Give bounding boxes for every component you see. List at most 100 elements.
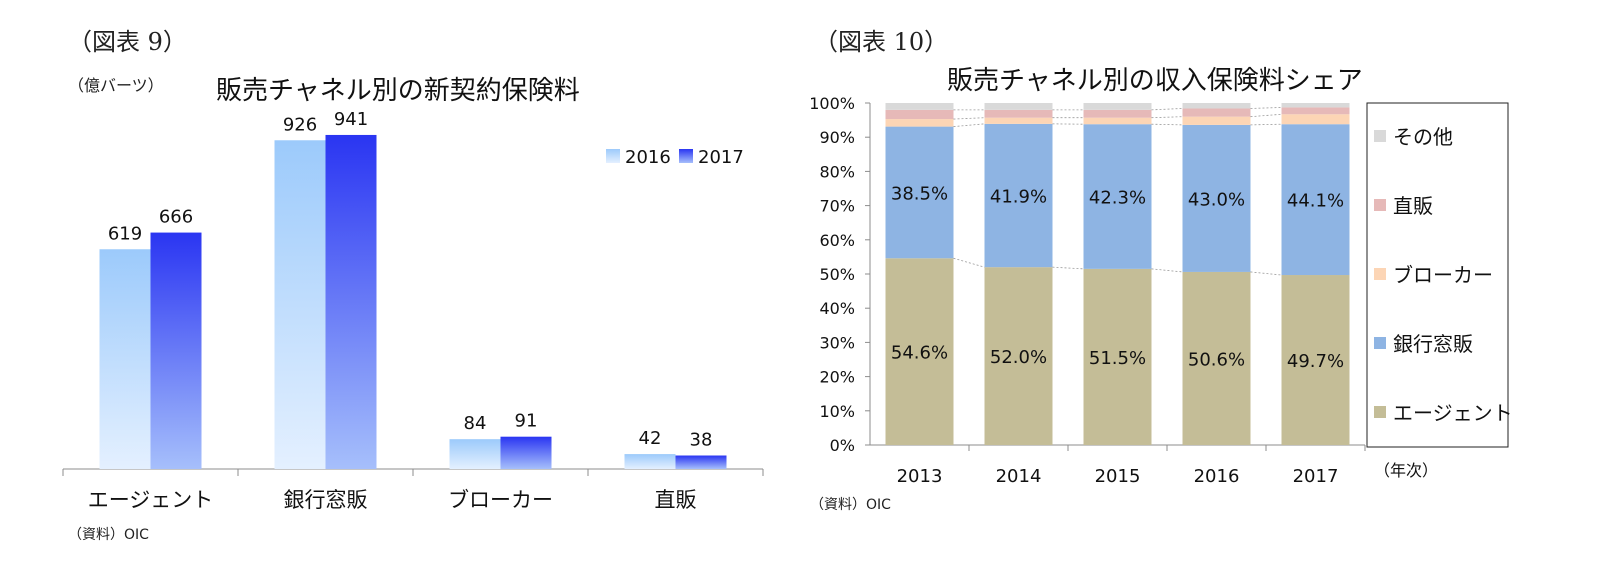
- y-tick-label: 100%: [809, 94, 855, 113]
- bar-2016: [624, 454, 676, 469]
- segment-直販: [984, 109, 1053, 118]
- segment-ブローカー: [1182, 116, 1251, 125]
- data-label: 54.6%: [891, 343, 948, 364]
- series-connector: [1151, 108, 1183, 111]
- new-premium-chart-panel: （図表 9） （億バーツ） 販売チャネル別の新契約保険料 エージェント 619 66…: [0, 0, 800, 585]
- data-label: 926: [283, 114, 317, 135]
- y-unit-label: （億バーツ）: [68, 76, 164, 95]
- data-label: 84: [464, 413, 487, 434]
- legend-label: 銀行窓販: [1393, 332, 1473, 356]
- series-connector: [1250, 123, 1282, 126]
- x-axis-suffix: （年次）: [1374, 461, 1438, 480]
- y-tick-label: 0%: [830, 436, 855, 455]
- legend-label: ブローカー: [1393, 263, 1493, 287]
- category-label: ブローカー: [448, 488, 553, 512]
- data-label: 52.0%: [990, 347, 1047, 368]
- segment-直販: [1182, 108, 1251, 117]
- y-tick-label: 40%: [819, 299, 855, 318]
- bar-2016: [99, 249, 151, 469]
- segment-銀行窓販: [1083, 124, 1152, 269]
- series-connector: [1151, 123, 1183, 126]
- y-tick-label: 90%: [819, 128, 855, 147]
- series-connector: [1250, 107, 1282, 109]
- data-label: 51.5%: [1089, 348, 1146, 369]
- segment-ブローカー: [885, 119, 954, 127]
- data-label: 91: [515, 411, 538, 432]
- figure-label: （図表 10）: [814, 28, 949, 56]
- data-label: 42.3%: [1089, 188, 1146, 209]
- legend-swatch-直販: [1374, 199, 1386, 211]
- series-connector: [1250, 113, 1282, 118]
- segment-エージェント: [885, 258, 954, 445]
- bar-2017: [500, 436, 552, 469]
- legend-swatch-ブローカー: [1374, 268, 1386, 280]
- x-tick-label: 2014: [996, 466, 1042, 487]
- new-premium-bar-chart: エージェント 619 666 銀行窓販 926 941 ブローカー 84 91 直販 42 38 201…: [62, 109, 764, 512]
- chart-title: 販売チャネル別の新契約保険料: [216, 76, 580, 106]
- series-connector: [953, 117, 985, 120]
- source-note: （資料）OIC: [810, 497, 891, 513]
- segment-その他: [1281, 103, 1350, 108]
- segment-ブローカー: [1083, 117, 1152, 125]
- bar-2017: [675, 455, 727, 469]
- data-label: 666: [159, 207, 193, 228]
- legend-swatch-2017: [679, 149, 693, 163]
- bar-2017: [325, 134, 377, 469]
- segment-その他: [1182, 103, 1251, 109]
- data-label: 44.1%: [1287, 191, 1344, 212]
- y-tick-label: 60%: [819, 231, 855, 250]
- legend-label: 直販: [1393, 194, 1433, 218]
- segment-その他: [984, 103, 1053, 110]
- segment-その他: [885, 103, 954, 110]
- series-connector: [953, 123, 985, 127]
- segment-直販: [1083, 109, 1152, 118]
- segment-その他: [1083, 103, 1152, 110]
- segment-銀行窓販: [885, 126, 954, 259]
- data-label: 41.9%: [990, 187, 1047, 208]
- legend-swatch-その他: [1374, 130, 1386, 142]
- segment-エージェント: [984, 267, 1053, 445]
- category-label: 銀行窓販: [284, 488, 368, 512]
- bar-2016: [274, 140, 326, 469]
- y-tick-label: 20%: [819, 368, 855, 387]
- data-label: 38: [690, 430, 713, 451]
- figure-label: （図表 9）: [68, 28, 187, 56]
- segment-ブローカー: [1281, 114, 1350, 125]
- y-tick-label: 70%: [819, 197, 855, 216]
- legend-swatch-2016: [606, 149, 620, 163]
- segment-ブローカー: [984, 117, 1053, 124]
- legend-label: 2016: [625, 147, 671, 168]
- category-label: エージェント: [88, 488, 214, 512]
- x-tick-label: 2017: [1293, 466, 1339, 487]
- legend-box: [1366, 102, 1509, 448]
- segment-エージェント: [1281, 275, 1350, 445]
- bar-2016: [449, 439, 501, 469]
- segment-エージェント: [1182, 271, 1251, 445]
- data-label: 38.5%: [891, 183, 948, 204]
- data-label: 42: [639, 428, 662, 449]
- segment-直販: [1281, 107, 1350, 115]
- premium-share-chart-panel: （図表 10） 販売チャネル別の収入保険料シェア 0% 10% 20% 30% 40% 5…: [800, 0, 1615, 585]
- category-label: 直販: [655, 488, 697, 512]
- y-tick-label: 80%: [819, 162, 855, 181]
- chart-title: 販売チャネル別の収入保険料シェア: [947, 66, 1363, 96]
- y-tick-label: 50%: [819, 265, 855, 284]
- data-label: 619: [108, 223, 142, 244]
- segment-エージェント: [1083, 268, 1152, 445]
- segment-直販: [885, 109, 954, 120]
- data-label: 50.6%: [1188, 349, 1245, 370]
- bar-2017: [150, 232, 202, 469]
- legend-label: エージェント: [1393, 401, 1513, 425]
- x-tick-label: 2013: [897, 466, 943, 487]
- segment-銀行窓販: [1281, 124, 1350, 276]
- data-label: 43.0%: [1188, 189, 1245, 210]
- legend-label: その他: [1393, 125, 1453, 149]
- series-connector: [1151, 116, 1183, 119]
- legend-label: 2017: [698, 147, 744, 168]
- series-connector: [953, 257, 985, 268]
- data-label: 941: [334, 109, 368, 130]
- segment-銀行窓販: [1182, 124, 1251, 272]
- premium-share-stacked-chart: 0% 10% 20% 30% 40% 50% 60% 70% 80% 90% 100% 54.6% 38…: [809, 94, 1513, 487]
- series-connector: [1052, 266, 1084, 270]
- legend-swatch-エージェント: [1374, 406, 1386, 418]
